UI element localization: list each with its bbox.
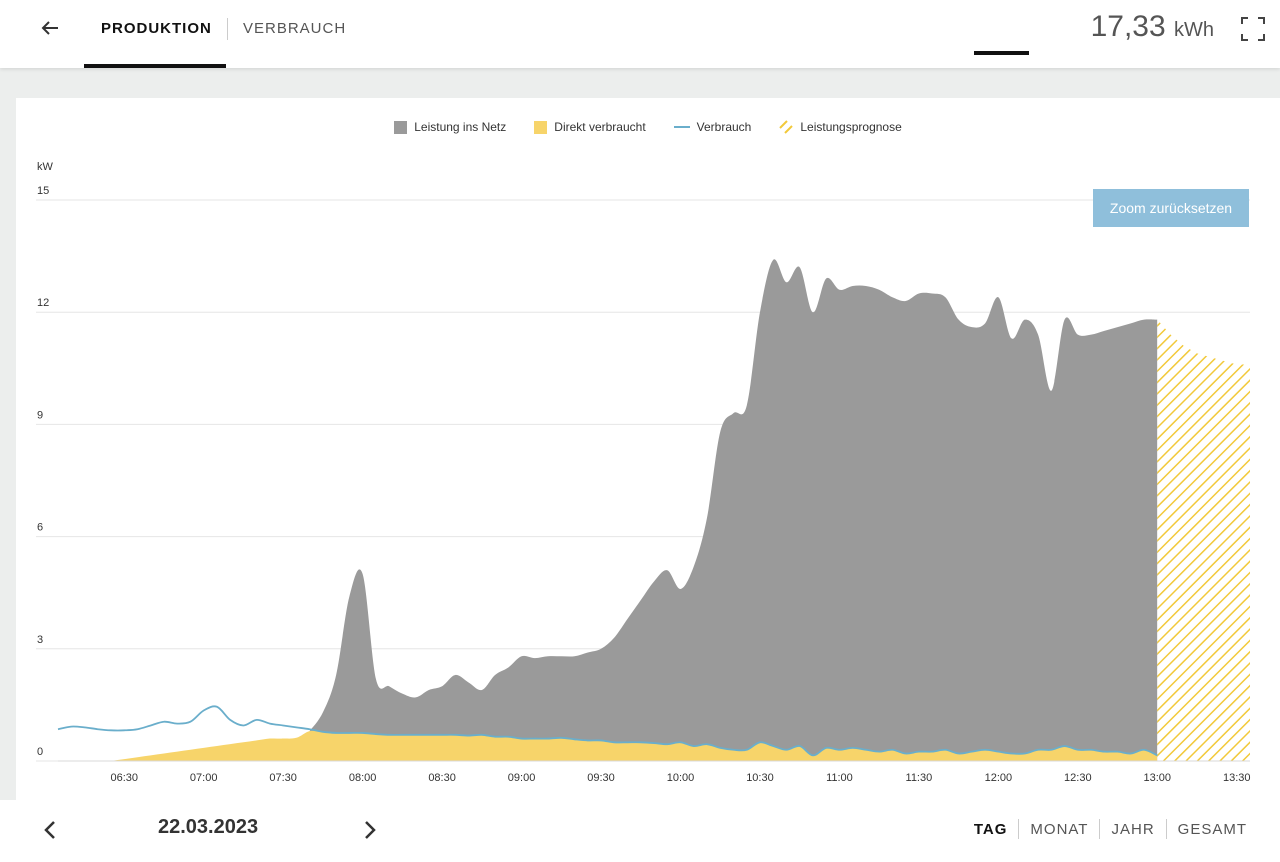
- period-divider: [1099, 819, 1101, 839]
- x-tick-label: 12:30: [1064, 772, 1092, 784]
- period-jahr[interactable]: JAHR: [1111, 820, 1155, 838]
- legend-item-consumption[interactable]: Verbrauch: [673, 120, 752, 134]
- tab-produktion[interactable]: PRODUKTION: [101, 20, 212, 37]
- legend-label-direct-use: Direkt verbraucht: [554, 120, 646, 134]
- period-selector: TAG MONAT JAHR GESAMT: [963, 819, 1258, 839]
- y-tick-label: 6: [37, 522, 43, 534]
- tab-verbrauch[interactable]: VERBRAUCH: [243, 20, 347, 37]
- legend-item-grid-feed[interactable]: Leistung ins Netz: [394, 120, 506, 134]
- top-bar: PRODUKTION VERBRAUCH 17,33 kWh: [0, 0, 1280, 68]
- consumption-line[interactable]: [57, 705, 1158, 757]
- chevron-left-icon[interactable]: [40, 818, 60, 842]
- y-tick-label: 9: [37, 409, 43, 421]
- legend-swatch-forecast: [779, 120, 794, 134]
- y-tick-label: 15: [37, 185, 49, 197]
- period-gesamt[interactable]: GESAMT: [1177, 820, 1247, 838]
- x-tick-label: 10:00: [667, 772, 695, 784]
- legend-swatch-direct-use: [534, 120, 548, 134]
- x-tick-label: 09:00: [508, 772, 536, 784]
- x-tick-label: 13:00: [1144, 772, 1172, 784]
- chart-plot[interactable]: 0 3 6 9 12 15 06:30 07:00 07:30 08:00 08:30 09:00 09…: [0, 0, 1280, 800]
- date-navigation-bar: 22.03.2023 TAG MONAT JAHR GESAMT: [0, 800, 1280, 862]
- x-tick-label: 09:30: [587, 772, 615, 784]
- x-tick-label: 07:30: [269, 772, 297, 784]
- legend-item-forecast[interactable]: Leistungsprognose: [779, 120, 902, 134]
- forecast-area[interactable]: [1157, 319, 1250, 761]
- total-energy: 17,33 kWh: [1091, 10, 1214, 44]
- period-divider: [1018, 819, 1020, 839]
- x-tick-label: 11:30: [906, 772, 933, 784]
- arrow-left-icon[interactable]: [36, 14, 64, 42]
- chart-legend: Leistung ins Netz Direkt verbraucht Verb…: [16, 120, 1280, 134]
- period-tag[interactable]: TAG: [973, 820, 1008, 838]
- direct-use-area[interactable]: [110, 730, 1158, 761]
- legend-swatch-consumption: [673, 126, 690, 128]
- x-tick-label: 07:00: [190, 772, 218, 784]
- legend-label-consumption: Verbrauch: [696, 120, 752, 134]
- y-tick-label: 12: [37, 297, 49, 309]
- fullscreen-icon[interactable]: [1240, 16, 1266, 42]
- legend-label-grid-feed: Leistung ins Netz: [414, 120, 507, 134]
- y-axis-unit-label: kW: [37, 161, 53, 173]
- period-divider: [1165, 819, 1167, 839]
- selected-date[interactable]: 22.03.2023: [158, 816, 259, 838]
- total-energy-value: 17,33: [1090, 10, 1166, 43]
- x-tick-label: 10:30: [746, 772, 774, 784]
- reset-zoom-button[interactable]: Zoom zurücksetzen: [1093, 189, 1249, 227]
- x-tick-label: 13:30: [1223, 772, 1251, 784]
- active-period-indicator: [974, 51, 1029, 55]
- total-energy-unit: kWh: [1174, 19, 1214, 41]
- active-tab-indicator: [84, 64, 226, 68]
- legend-label-forecast: Leistungsprognose: [800, 120, 902, 134]
- tab-divider: [227, 18, 228, 40]
- period-monat[interactable]: MONAT: [1030, 820, 1089, 838]
- legend-item-direct-use[interactable]: Direkt verbraucht: [534, 120, 646, 134]
- x-tick-label: 08:30: [428, 772, 456, 784]
- x-tick-label: 12:00: [985, 772, 1013, 784]
- y-tick-label: 3: [37, 634, 43, 646]
- x-tick-label: 11:00: [826, 772, 853, 784]
- chevron-right-icon[interactable]: [360, 818, 380, 842]
- x-tick-label: 08:00: [349, 772, 377, 784]
- grid-feed-area[interactable]: [309, 259, 1158, 761]
- x-tick-label: 06:30: [110, 772, 138, 784]
- legend-swatch-grid-feed: [394, 120, 408, 134]
- y-tick-label: 0: [37, 746, 43, 758]
